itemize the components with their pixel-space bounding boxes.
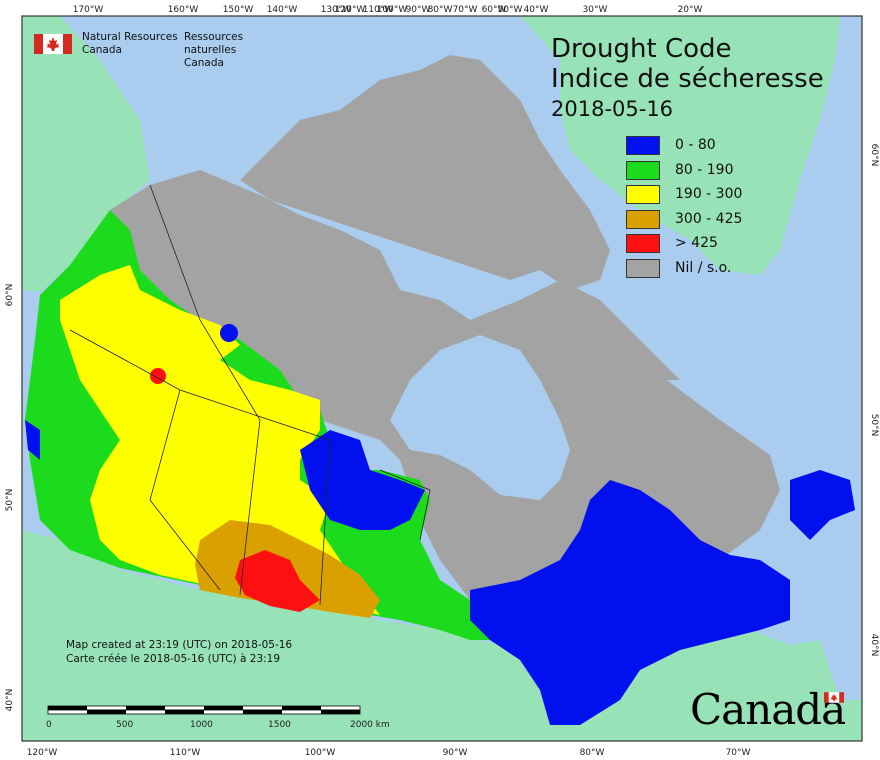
legend-item: 300 - 425 bbox=[626, 208, 796, 233]
graticule-label-bottom: 100°W bbox=[305, 748, 336, 758]
map-date: 2018-05-16 bbox=[551, 97, 674, 121]
region-yellow bbox=[60, 265, 380, 615]
graticule-label-top: 60°W bbox=[482, 5, 507, 15]
arctic-islands bbox=[240, 55, 610, 290]
province-boundaries bbox=[69, 184, 431, 606]
graticule-label-right: 60°N bbox=[869, 144, 879, 167]
region-blue-spot bbox=[220, 324, 238, 342]
graticule-label-top: 150°W bbox=[223, 5, 254, 15]
scale-label: 500 bbox=[116, 720, 133, 730]
canada-flag-icon bbox=[34, 34, 72, 54]
graticule-label-left: 60°N bbox=[5, 284, 15, 307]
graticule-label-left: 50°N bbox=[5, 489, 15, 512]
graticule-label-bottom: 80°W bbox=[580, 748, 605, 758]
baffin-island bbox=[520, 280, 680, 380]
graticule-label-top: 50°W bbox=[498, 5, 523, 15]
canada-wordmark: Canada bbox=[690, 688, 860, 740]
legend-swatch bbox=[626, 136, 660, 155]
agency-name-french: Ressources naturelles Canada bbox=[184, 31, 274, 70]
map-title-french: Indice de sécheresse bbox=[551, 64, 824, 94]
map-credits: Map created at 23:19 (UTC) on 2018-05-16… bbox=[66, 638, 292, 666]
region-blue-east bbox=[300, 430, 425, 530]
legend-label: 0 - 80 bbox=[675, 137, 716, 153]
graticule-label-top: 120°W bbox=[335, 5, 366, 15]
scale-label: 1500 bbox=[268, 720, 291, 730]
wordmark-flag-icon bbox=[824, 692, 844, 703]
graticule-label-top: 30°W bbox=[583, 5, 608, 15]
legend-item: Nil / s.o. bbox=[626, 257, 796, 282]
graticule-labels: 170°W 160°W 150°W 140°W 130°W120°W110°W100°W… bbox=[5, 5, 879, 758]
legend-label: 300 - 425 bbox=[675, 210, 743, 227]
legend-swatch bbox=[626, 209, 660, 229]
legend-item: 190 - 300 bbox=[626, 183, 796, 208]
greenland-land bbox=[520, 16, 840, 275]
scale-label: 0 bbox=[46, 720, 52, 730]
graticule-label-bottom: 90°W bbox=[443, 748, 468, 758]
map-title-english: Drought Code bbox=[551, 34, 732, 64]
legend-item: 80 - 190 bbox=[626, 159, 796, 184]
region-red-spot bbox=[150, 368, 166, 384]
graticule-label-top: 100°W bbox=[377, 5, 408, 15]
graticule-label-right: 50°N bbox=[869, 414, 879, 437]
graticule-label-top: 40°W bbox=[524, 5, 549, 15]
legend-swatch bbox=[626, 185, 660, 204]
region-blue-quebec bbox=[470, 480, 790, 725]
graticule-label-top: 90°W bbox=[406, 5, 431, 15]
agency-fr-line1: Ressources naturelles bbox=[184, 31, 244, 56]
legend-swatch bbox=[626, 258, 660, 278]
legend-label: 80 - 190 bbox=[675, 161, 734, 178]
legend-swatch bbox=[626, 234, 660, 253]
wordmark-text: Canada bbox=[690, 685, 846, 734]
graticule-label-top: 20°W bbox=[678, 5, 703, 15]
scale-bar: 0 500 1000 1500 2000 km bbox=[46, 705, 390, 730]
graticule-label-bottom: 110°W bbox=[170, 748, 201, 758]
region-blue-newfoundland bbox=[790, 470, 855, 540]
graticule-label-top: 160°W bbox=[168, 5, 199, 15]
graticule-label-left: 40°N bbox=[5, 689, 15, 712]
usa-land bbox=[22, 530, 862, 741]
map-frame bbox=[21, 15, 863, 742]
hudson-bay bbox=[390, 335, 570, 500]
legend-label: Nil / s.o. bbox=[675, 259, 732, 276]
legend-label: 190 - 300 bbox=[675, 186, 743, 202]
graticule-label-top: 130°W bbox=[321, 5, 352, 15]
legend-item: > 425 bbox=[626, 232, 796, 257]
agency-name-english: Natural Resources Canada bbox=[82, 31, 178, 57]
credit-english: Map created at 23:19 (UTC) on 2018-05-16 bbox=[66, 639, 293, 651]
graticule-label-top: 80°W bbox=[428, 5, 453, 15]
alaska-land bbox=[22, 16, 150, 292]
region-blue-vancouver bbox=[25, 420, 40, 460]
scale-label: 2000 km bbox=[350, 720, 390, 730]
agency-en-line1: Natural Resources bbox=[82, 31, 178, 43]
graticule-label-top: 140°W bbox=[267, 5, 298, 15]
region-red bbox=[235, 550, 320, 612]
credit-french: Carte créée le 2018-05-16 (UTC) à 23:19 bbox=[66, 653, 281, 665]
graticule-label-top: 70°W bbox=[453, 5, 478, 15]
legend-swatch bbox=[626, 160, 660, 180]
legend-item: 0 - 80 bbox=[626, 134, 796, 159]
agency-fr-line2: Canada bbox=[184, 57, 224, 69]
agency-en-line2: Canada bbox=[82, 44, 122, 56]
graticule-label-top: 110°W bbox=[363, 5, 394, 15]
graticule-label-bottom: 120°W bbox=[27, 748, 58, 758]
map-title-block: Drought Code Indice de sécheresse 2018-0… bbox=[551, 34, 851, 123]
legend-label: > 425 bbox=[675, 235, 718, 251]
scale-label: 1000 bbox=[190, 720, 213, 730]
legend: 0 - 80 80 - 190 190 - 300 300 - 425 > 42… bbox=[626, 134, 796, 281]
graticule-label-top: 170°W bbox=[73, 5, 104, 15]
graticule-label-bottom: 70°W bbox=[726, 748, 751, 758]
graticule-label-right: 40°N bbox=[869, 634, 879, 657]
agency-signature: Natural Resources Canada Ressources natu… bbox=[34, 30, 274, 69]
